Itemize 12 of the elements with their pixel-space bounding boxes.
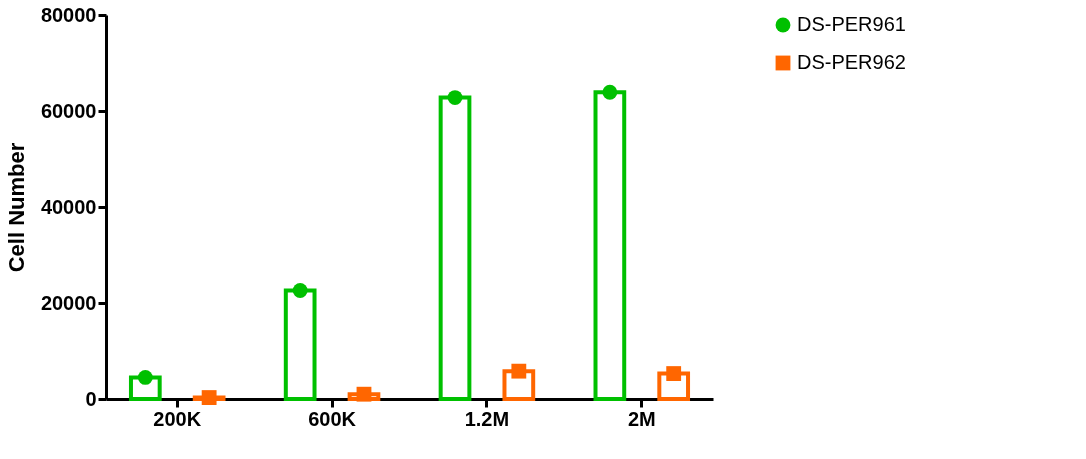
y-tick-label: 80000 (40, 3, 97, 26)
y-tick-label: 0 (85, 387, 97, 410)
x-tick-label: 200K (153, 407, 202, 430)
x-tick-label: 600K (308, 407, 357, 430)
legend-label: DS-PER961 (797, 13, 906, 35)
y-tick-label: 20000 (40, 291, 97, 314)
x-tick-label: 1.2M (464, 407, 510, 430)
y-axis-title: Cell Number (3, 142, 29, 273)
legend-label: DS-PER962 (797, 51, 906, 73)
x-tick-label: 2M (627, 407, 656, 430)
y-tick-label: 60000 (40, 99, 97, 122)
y-tick-label: 40000 (40, 195, 97, 218)
